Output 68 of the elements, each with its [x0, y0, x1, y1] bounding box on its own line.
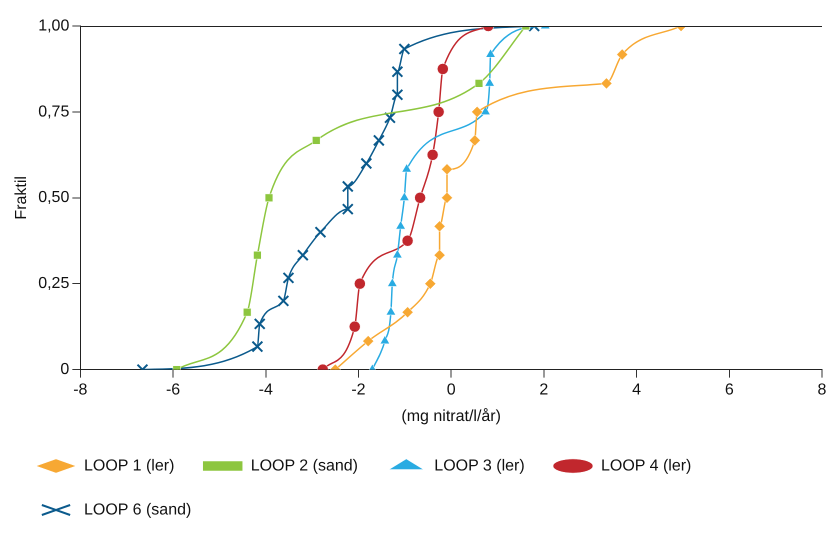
- point: [480, 106, 490, 115]
- point: [402, 306, 414, 318]
- x-tick-label: 0: [446, 382, 456, 399]
- point: [486, 48, 496, 58]
- point: [277, 294, 290, 307]
- point: [387, 278, 398, 287]
- point: [342, 180, 354, 192]
- point: [402, 164, 412, 172]
- x-tick-label: 2: [539, 382, 548, 399]
- point: [484, 78, 495, 86]
- point: [474, 79, 484, 88]
- point: [391, 66, 404, 78]
- point: [414, 192, 426, 204]
- point: [616, 48, 628, 60]
- point: [264, 194, 274, 202]
- point: [251, 340, 264, 353]
- x-tick-label: 6: [724, 382, 734, 399]
- point: [432, 106, 444, 118]
- point: [600, 78, 612, 90]
- x-tick-label: 4: [632, 382, 642, 399]
- point: [402, 235, 414, 246]
- legend-label: LOOP 4 (ler): [600, 457, 692, 474]
- x-tick-label: -4: [258, 382, 273, 399]
- y-tick-label: 0: [60, 361, 70, 378]
- point: [471, 106, 483, 118]
- point: [354, 278, 366, 290]
- point: [469, 134, 481, 146]
- point: [362, 335, 374, 347]
- point: [243, 308, 252, 316]
- legend-label: LOOP 3 (ler): [434, 457, 525, 474]
- point: [312, 136, 320, 145]
- point: [441, 192, 453, 204]
- point: [434, 220, 446, 232]
- point: [434, 249, 446, 261]
- point: [426, 149, 438, 161]
- point: [437, 63, 449, 75]
- point: [349, 320, 361, 332]
- x-tick-label: -6: [166, 382, 180, 399]
- point: [296, 249, 309, 262]
- legend-label: LOOP 2 (sand): [250, 457, 358, 474]
- point: [399, 192, 410, 201]
- point: [398, 43, 410, 55]
- point: [396, 220, 406, 230]
- y-tick-label: 0,25: [38, 275, 70, 292]
- point: [391, 88, 404, 101]
- y-axis-title: Fraktil: [13, 176, 30, 220]
- point: [254, 318, 266, 330]
- point: [314, 226, 326, 238]
- point: [441, 164, 453, 176]
- point: [282, 272, 294, 284]
- point: [424, 278, 436, 290]
- point: [386, 306, 396, 316]
- x-tick-label: -8: [73, 382, 88, 399]
- point: [384, 112, 396, 124]
- point: [253, 251, 262, 260]
- y-tick-label: 1,00: [38, 17, 70, 34]
- point: [380, 335, 390, 344]
- y-tick-label: 0,75: [38, 103, 70, 120]
- point: [342, 203, 354, 216]
- legend-label: LOOP 1 (ler): [84, 457, 174, 474]
- x-tick-label: 8: [818, 382, 827, 399]
- point: [392, 249, 402, 258]
- x-tick-label: -2: [351, 382, 366, 399]
- y-tick-label: 0,50: [38, 189, 70, 206]
- point: [372, 134, 385, 146]
- legend-label: LOOP 6 (sand): [84, 501, 192, 518]
- point: [360, 157, 372, 170]
- x-axis-title: (mg nitrat/l/år): [401, 408, 501, 425]
